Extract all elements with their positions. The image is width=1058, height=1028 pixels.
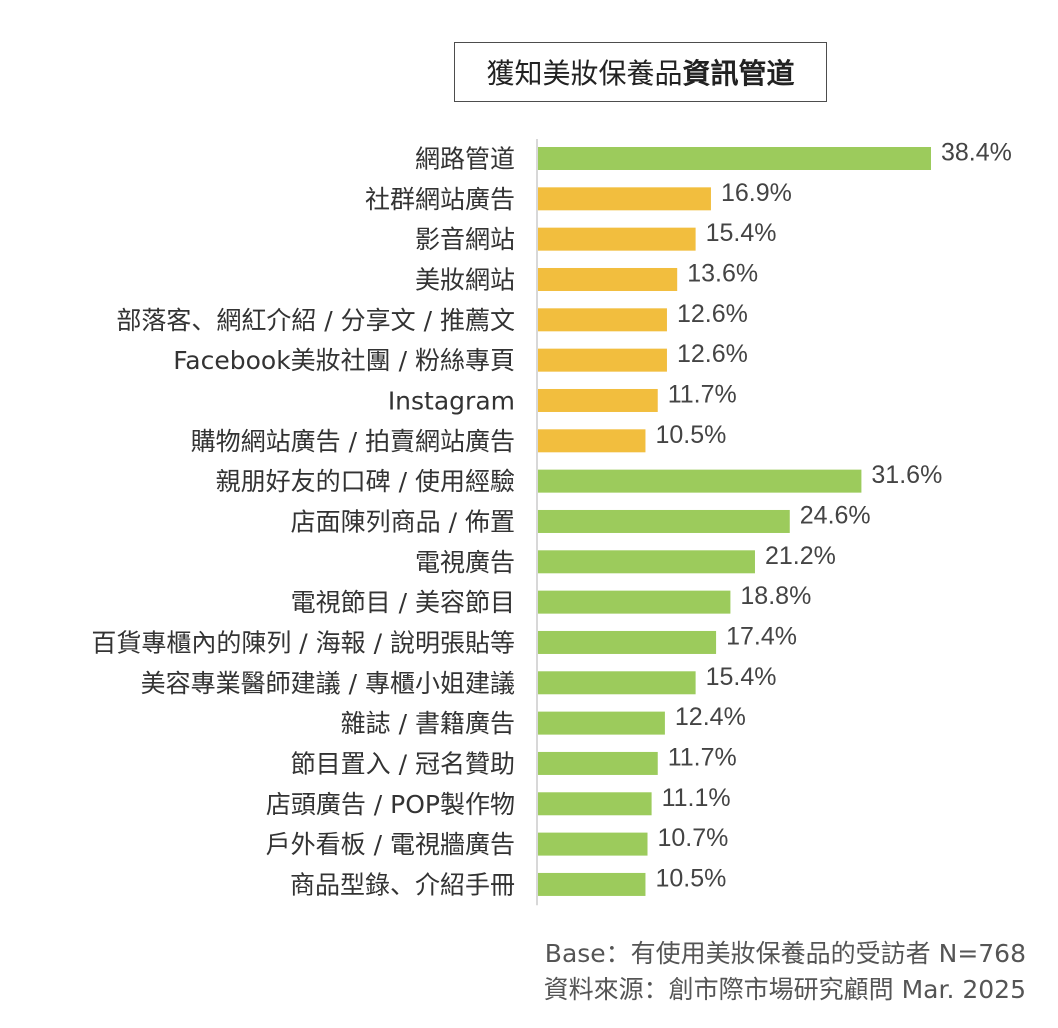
bar [538, 267, 678, 291]
bar [538, 147, 931, 170]
value-label: 18.8% [740, 582, 811, 610]
bar [538, 469, 862, 493]
category-label: 店面陳列商品 / 佈置 [291, 507, 515, 536]
chart-title-emphasis: 資訊管道 [682, 57, 795, 90]
bar [538, 630, 717, 654]
value-label: 31.6% [871, 461, 942, 489]
bar [538, 590, 731, 614]
category-label: 商品型錄、介紹手冊 [290, 870, 515, 899]
bar [538, 509, 790, 533]
value-label: 10.7% [658, 824, 729, 852]
category-label: 社群網站廣告 [365, 185, 515, 214]
value-label: 11.7% [668, 380, 737, 408]
chart-footer: Base：有使用美妝保養品的受訪者 N=768 資料來源：創市際市場研究顧問 M… [544, 936, 1026, 1008]
category-label: 美妝網站 [415, 265, 515, 294]
value-label: 17.4% [726, 622, 797, 650]
category-label: 網路管道 [415, 145, 515, 174]
bar [538, 792, 652, 816]
value-label: 21.2% [765, 542, 836, 570]
bar [538, 671, 696, 695]
bar [538, 388, 658, 412]
source-note: 資料來源：創市際市場研究顧問 Mar. 2025 [543, 975, 1026, 1004]
category-label: 節目置入 / 冠名贊助 [291, 749, 515, 778]
bar [538, 348, 667, 372]
category-label: 親朋好友的口碑 / 使用經驗 [216, 467, 515, 496]
value-label: 12.6% [677, 300, 748, 328]
bar [538, 832, 648, 856]
bar [538, 751, 658, 775]
category-label: 店頭廣告 / POP製作物 [266, 790, 515, 819]
category-label: 電視廣告 [415, 548, 515, 577]
chart-title-text: 獲知美妝保養品 [486, 57, 683, 90]
bar [538, 550, 755, 574]
category-label: Instagram [388, 386, 515, 415]
category-label: 雜誌 / 書籍廣告 [341, 709, 515, 738]
category-label: 美容專業醫師建議 / 專櫃小姐建議 [141, 669, 515, 698]
value-label: 15.4% [706, 663, 777, 691]
bar [538, 711, 665, 735]
bar [538, 308, 667, 332]
value-label: 15.4% [706, 219, 777, 247]
value-label: 38.4% [941, 139, 1012, 167]
bar [538, 187, 711, 211]
category-label: 部落客、網紅介紹 / 分享文 / 推薦文 [116, 306, 515, 335]
category-label: 百貨專櫃內的陳列 / 海報 / 說明張貼等 [91, 628, 515, 657]
value-label: 24.6% [800, 501, 871, 529]
value-label: 10.5% [655, 864, 726, 892]
base-note: Base：有使用美妝保養品的受訪者 N=768 [544, 939, 1026, 968]
value-label: 12.6% [677, 340, 748, 368]
value-label: 12.4% [675, 703, 746, 731]
chart-title: 獲知美妝保養品 資訊管道 [454, 42, 827, 102]
category-label: 購物網站廣告 / 拍賣網站廣告 [191, 427, 515, 456]
value-label: 16.9% [721, 179, 792, 207]
value-label: 10.5% [655, 421, 726, 449]
category-label: 戶外看板 / 電視牆廣告 [266, 830, 515, 859]
bar [538, 872, 646, 896]
category-label: 電視節目 / 美容節目 [291, 588, 515, 617]
value-label: 13.6% [687, 259, 758, 287]
value-label: 11.1% [662, 784, 731, 812]
category-label: Facebook美妝社團 / 粉絲專頁 [173, 346, 515, 375]
bar [538, 227, 696, 251]
bar [538, 429, 646, 453]
value-label: 11.7% [668, 743, 737, 771]
category-label: 影音網站 [415, 225, 515, 254]
